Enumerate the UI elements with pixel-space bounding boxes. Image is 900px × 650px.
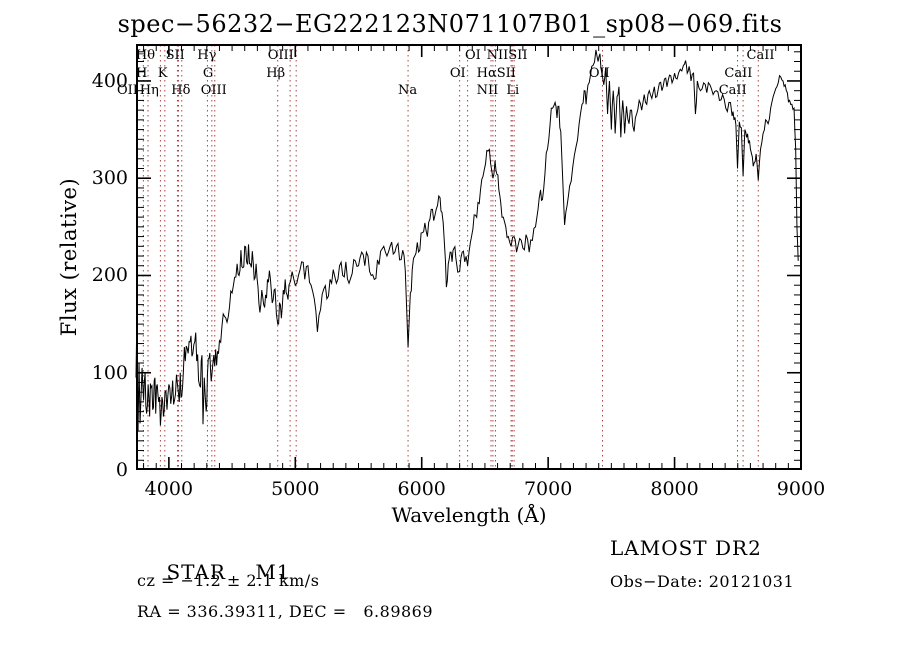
spectral-line-label-Li: Li bbox=[506, 83, 520, 98]
spectral-line-label-SII: SII bbox=[165, 48, 185, 63]
plot-area: Hθ SII Hγ OIII OI NIISII CaII H K G Hβ OI HαSII OII Ca… bbox=[117, 44, 802, 470]
spectral-line-label-Hη: Hη bbox=[139, 83, 159, 98]
x-tick-label-9000: 9000 bbox=[776, 478, 826, 500]
spectral-line-label-G: G bbox=[202, 66, 214, 81]
spectral-line-label-Hγ: Hγ bbox=[197, 48, 217, 63]
spectral-line-label-K: K bbox=[157, 66, 168, 81]
object-classification: STAR M1 bbox=[137, 536, 291, 608]
spectral-line-label-Hβ: Hβ bbox=[266, 66, 286, 81]
spectral-line-label-Na: Na bbox=[397, 83, 418, 98]
spectral-line-label-H: H bbox=[136, 66, 148, 81]
spectral-line-label-CaII: CaII bbox=[746, 48, 775, 63]
y-tick-label-0: 0 bbox=[115, 459, 128, 481]
spectral-line-label-OII: OII bbox=[116, 83, 138, 98]
plot-svg bbox=[135, 44, 802, 470]
object-subclass-label: M1 bbox=[255, 560, 291, 584]
plot-title: spec−56232−EG222123N071107B01_sp08−069.f… bbox=[117, 10, 783, 38]
x-tick-label-5000: 5000 bbox=[271, 478, 320, 500]
spectral-line-label-CaII: CaII bbox=[724, 66, 753, 81]
y-axis-title: Flux (relative) bbox=[57, 177, 81, 337]
spectral-line-label-Hθ: Hθ bbox=[135, 48, 156, 63]
object-class-label: STAR bbox=[166, 560, 226, 584]
spectral-line-label-OIII: OIII bbox=[267, 48, 294, 63]
cz-value: cz = −1.2 ± 2.1 km/s bbox=[137, 571, 320, 590]
spectral-line-label-OI: OI bbox=[465, 48, 481, 63]
x-tick-label-7000: 7000 bbox=[523, 478, 573, 500]
spectral-line-label-HαSII: HαSII bbox=[476, 66, 516, 81]
obs-date: Obs−Date: 20121031 bbox=[610, 572, 795, 591]
spectral-line-label-NII: NII bbox=[476, 83, 499, 98]
y-tick-label-300: 300 bbox=[91, 167, 128, 190]
axes-frame bbox=[136, 44, 802, 470]
y-tick-label-400: 400 bbox=[91, 69, 128, 92]
spectral-line-label-OII: OII bbox=[588, 66, 610, 81]
x-tick-label-6000: 6000 bbox=[397, 478, 446, 500]
spectral-line-label-NIISII: NIISII bbox=[486, 48, 528, 63]
ra-dec-values: RA = 336.39311, DEC = 6.89869 bbox=[137, 602, 434, 621]
x-tick-label-4000: 4000 bbox=[144, 478, 194, 500]
x-tick-label-8000: 8000 bbox=[650, 478, 699, 500]
spectrum-line bbox=[135, 49, 799, 432]
spectral-line-label-OIII: OIII bbox=[200, 83, 227, 98]
spectral-line-label-OI: OI bbox=[449, 66, 466, 81]
survey-label: LAMOST DR2 bbox=[610, 536, 762, 560]
spectral-line-label-Hδ: Hδ bbox=[171, 83, 191, 98]
y-tick-label-100: 100 bbox=[91, 361, 128, 384]
y-tick-label-200: 200 bbox=[91, 264, 128, 287]
x-axis-title: Wavelength (Å) bbox=[391, 503, 547, 527]
spectral-line-label-CaII: CaII bbox=[718, 83, 747, 98]
